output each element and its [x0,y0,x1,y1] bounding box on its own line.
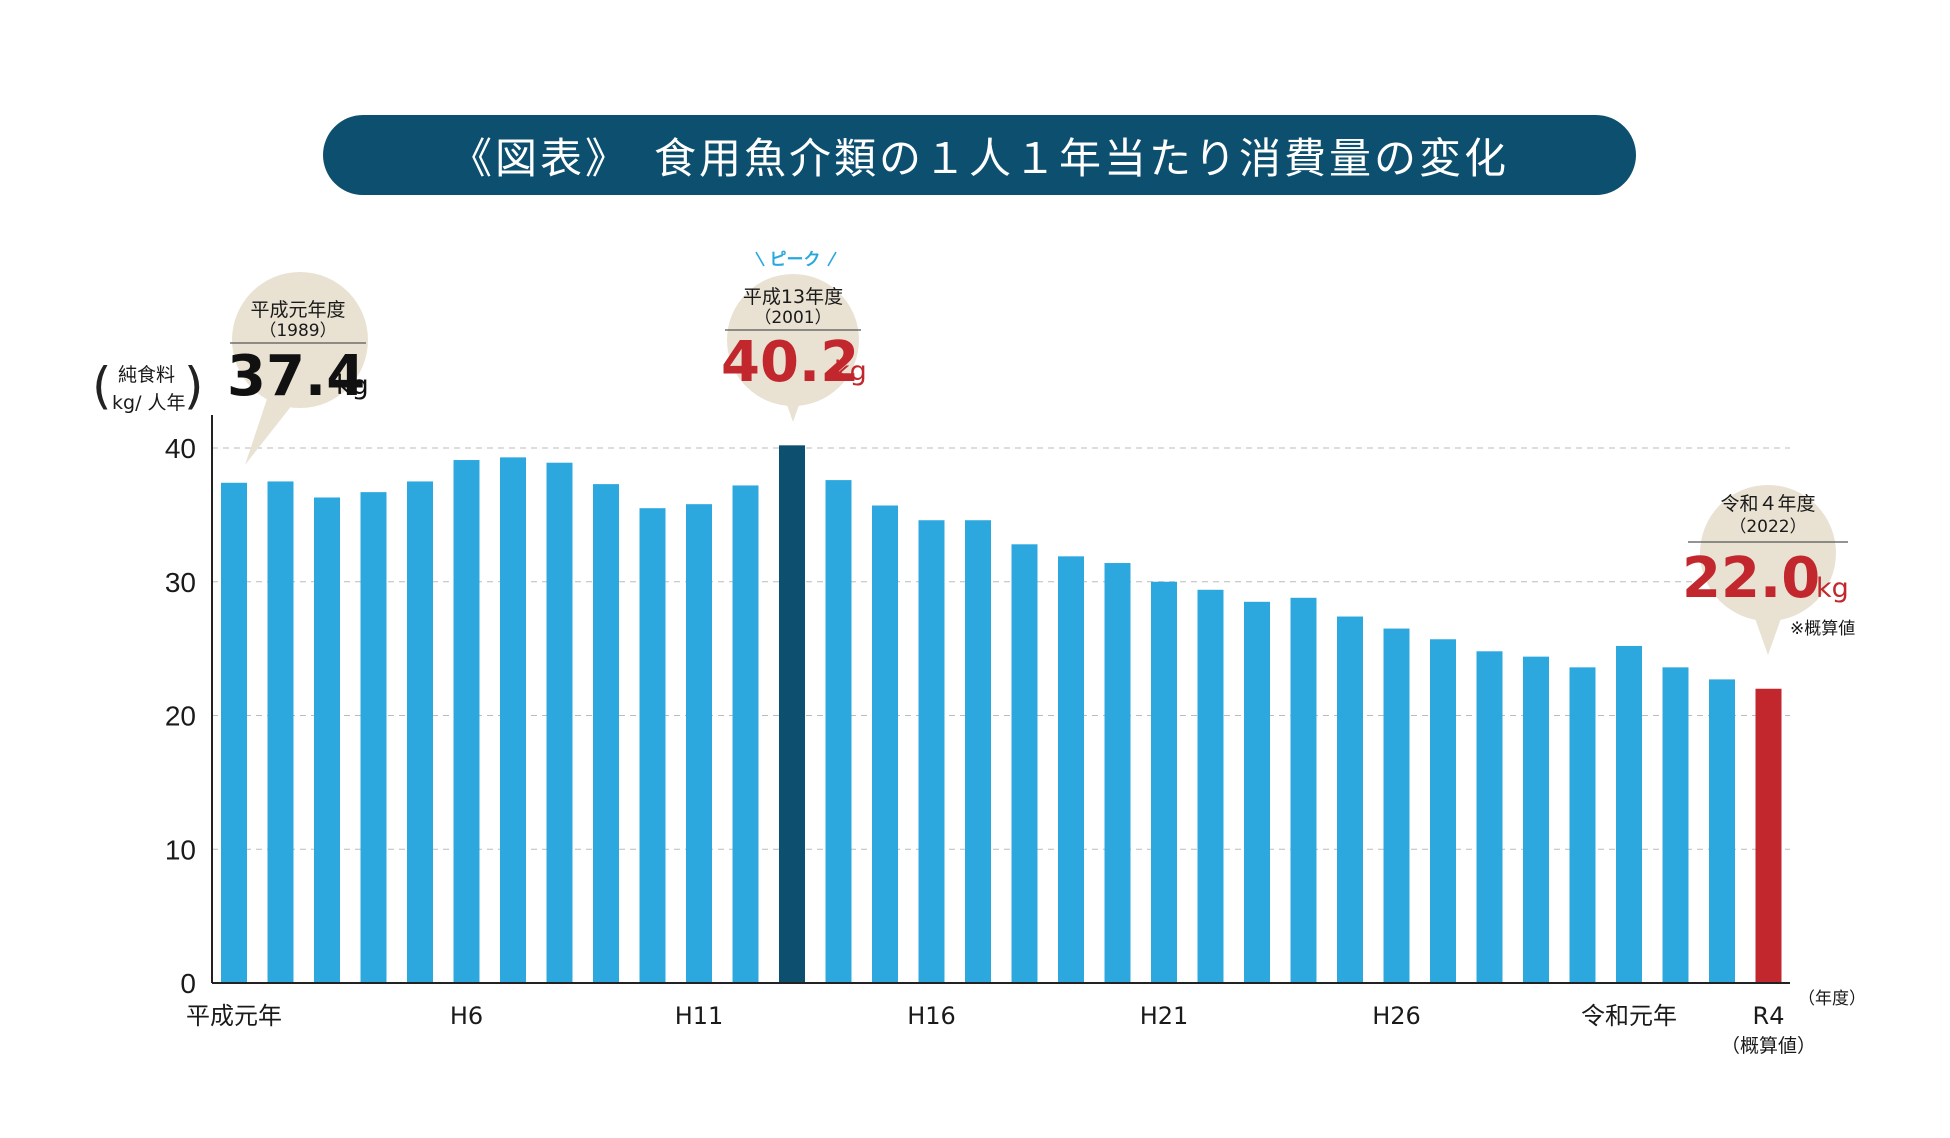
bar-H22 [1197,589,1224,983]
bar-平成元年 [221,482,247,983]
bar-H10 [639,508,666,983]
x-tick-label: H26 [1372,1002,1421,1030]
x-tick-label: H21 [1140,1002,1189,1030]
bar-H13 [779,445,805,983]
peak-value: 40.2 [721,330,859,395]
x-tick-label: H16 [907,1002,956,1030]
bar-R3 [1709,679,1735,983]
y-tick-label: 40 [165,433,196,464]
x-tick-label: R4 [1753,1002,1785,1030]
latest-unit: kg [1816,573,1849,604]
callout-circle-peak [727,274,859,406]
bar-H4 [360,492,387,983]
y-unit-line2: kg/ 人年 [112,392,186,414]
y-axis-ticks: 0 10 20 30 40 [165,433,196,999]
bar-H8 [546,462,573,983]
chart-title: 《図表》 食用魚介類の１人１年当たり消費量の変化 [449,133,1509,183]
bar-H15 [872,505,898,983]
x-tick-label: H6 [450,1002,483,1030]
annotation-first: 平成元年度 （1989） 37.4 kg [227,272,369,465]
y-tick-label: 0 [180,968,196,999]
callout-bubble-latest [1752,610,1784,655]
callout-bubble-first [245,390,300,465]
chart-title-banner: 《図表》 食用魚介類の１人１年当たり消費量の変化 [323,115,1636,195]
bar-H6 [453,460,480,984]
y-unit-paren-right: ) [184,357,204,415]
first-value: 37.4 [227,344,365,409]
bar-H28 [1476,651,1503,983]
bar-R2 [1662,667,1689,983]
y-tick-label: 10 [165,834,196,865]
bar-H12 [732,485,759,983]
bar-H5 [407,481,433,983]
x-unit-label: （年度） [1798,989,1866,1009]
callout-circle-first [232,272,368,408]
bar-H20 [1104,563,1131,983]
y-unit-paren-left: ( [92,357,112,415]
peak-era-label: 平成13年度 [743,286,843,308]
bar-H25 [1337,616,1363,983]
bar-H7 [500,457,526,983]
bar-H26 [1383,628,1410,983]
peak-year-label: （2001） [754,308,831,328]
y-tick-label: 20 [165,701,196,732]
bar-H2 [267,481,294,983]
bar-令和元年 [1616,645,1642,983]
y-tick-label: 30 [165,567,196,598]
bar-H23 [1244,601,1270,983]
bar-H30 [1569,667,1596,983]
bar-H16 [918,520,945,983]
latest-note: ※概算値 [1790,619,1855,639]
x-tick-sublabel: （概算値） [1721,1035,1816,1057]
bar-H18 [1011,544,1038,983]
annotation-peak: ピーク 平成13年度 （2001） 40.2 kg [721,250,867,422]
latest-value: 22.0 [1682,546,1820,611]
callout-circle-latest [1700,485,1836,621]
x-tick-label: 平成元年 [186,1002,282,1030]
peak-tag-slash-left [755,251,765,267]
peak-tag-slash-right [827,251,837,267]
latest-era-label: 令和４年度 [1720,493,1815,515]
gridlines [212,447,1790,850]
x-tick-label: 令和元年 [1581,1002,1677,1030]
peak-tag: ピーク [770,250,821,270]
bars [221,445,1782,984]
bar-H27 [1430,639,1456,983]
bar-H21 [1151,581,1177,983]
y-unit-line1: 純食料 [118,364,175,386]
latest-year-label: （2022） [1729,517,1806,537]
first-unit: kg [336,370,369,401]
bar-R4 [1755,688,1782,983]
x-axis-ticks: 平成元年 H6 H11 H16 H21 H26 令和元年 R4 （概算値） [186,1002,1816,1057]
bar-H19 [1058,556,1084,983]
bar-H3 [314,497,340,983]
x-tick-label: H11 [675,1002,724,1030]
bar-H24 [1290,597,1317,983]
bar-H17 [965,520,991,983]
bar-H14 [825,480,852,983]
first-year-label: （1989） [259,321,336,341]
bar-H9 [593,484,619,983]
first-era-label: 平成元年度 [250,299,345,321]
annotation-latest: 令和４年度 （2022） 22.0 kg ※概算値 [1682,485,1855,655]
bar-H11 [686,504,712,983]
peak-unit: kg [834,356,867,387]
bar-H29 [1523,656,1549,983]
